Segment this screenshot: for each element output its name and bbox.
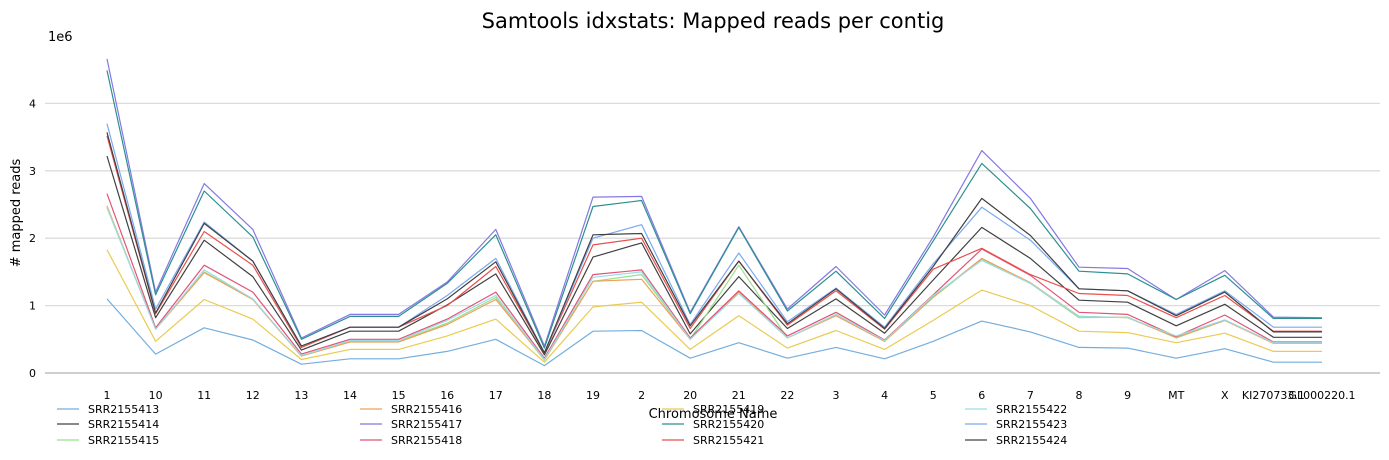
legend-label: SRR2155422 [996,403,1067,416]
legend-item-srr2155418[interactable]: SRR2155418 [360,434,462,447]
series-line-srr2155414 [106,155,1322,356]
x-tick-label: 13 [294,389,308,402]
legend-item-srr2155421[interactable]: SRR2155421 [662,434,764,447]
legend-item-srr2155414[interactable]: SRR2155414 [57,418,159,431]
legend-label: SRR2155424 [996,434,1067,447]
x-tick-label: 5 [930,389,937,402]
legend-label: SRR2155413 [88,403,159,416]
legend-item-srr2155419[interactable]: SRR2155419 [662,403,764,416]
x-axis-label: Chromosome Name [649,407,778,422]
legend-label: SRR2155423 [996,418,1067,431]
legend-label: SRR2155414 [88,418,159,431]
y-tick-label: 1 [29,300,36,313]
chart-title: Samtools idxstats: Mapped reads per cont… [482,9,945,33]
x-tick-label: 4 [881,389,888,402]
x-tick-label: 15 [392,389,406,402]
y-tick-label: 0 [29,367,36,380]
legend-label: SRR2155418 [391,434,462,447]
x-tick-label: KI270733.1 [1242,389,1305,402]
series-lines [106,58,1323,367]
legend-item-srr2155424[interactable]: SRR2155424 [965,434,1067,447]
y-axis-label: # mapped reads [9,158,24,267]
x-tick-label: 3 [833,389,840,402]
series-line-srr2155415 [106,207,1322,361]
legend-item-srr2155413[interactable]: SRR2155413 [57,403,159,416]
legend-item-srr2155420[interactable]: SRR2155420 [662,418,764,431]
y-multiplier-label: 1e6 [48,30,73,45]
x-tick-label: 17 [489,389,503,402]
x-tick-label: 22 [780,389,794,402]
x-tick-label: GL000220.1 [1288,389,1355,402]
x-tick-label: 16 [440,389,454,402]
x-tick-label: 7 [1027,389,1034,402]
series-line-srr2155418 [106,193,1322,359]
y-tick-label: 3 [29,165,36,178]
y-tick-label: 4 [29,97,36,110]
series-line-srr2155421 [106,135,1322,354]
x-tick-label: 8 [1076,389,1083,402]
x-tick-label: 19 [586,389,600,402]
x-tick-label: X [1221,389,1229,402]
series-line-srr2155416 [106,205,1322,361]
series-line-srr2155419 [106,249,1322,363]
legend-label: SRR2155419 [693,403,764,416]
x-tick-label: 21 [732,389,746,402]
series-line-srr2155422 [106,206,1322,361]
x-tick-label: 20 [683,389,697,402]
y-tick-label: 2 [29,232,36,245]
legend-label: SRR2155415 [88,434,159,447]
legend-item-srr2155415[interactable]: SRR2155415 [57,434,159,447]
y-ticks: 0 1 2 3 4 [29,97,36,380]
x-ticks: 1 10 11 12 13 14 15 16 17 18 19 2 20 21 22 3 4 5 6 7 8 9 MT X KI… [104,389,1356,402]
legend-item-srr2155422[interactable]: SRR2155422 [965,403,1067,416]
legend-label: SRR2155417 [391,418,462,431]
gridlines [45,102,1380,374]
legend-item-srr2155417[interactable]: SRR2155417 [360,418,462,431]
series-line-srr2155420 [106,70,1322,349]
x-tick-label: 9 [1124,389,1131,402]
legend-item-srr2155423[interactable]: SRR2155423 [965,418,1067,431]
series-line-srr2155413 [106,298,1322,367]
x-tick-label: 1 [104,389,111,402]
legend-label: SRR2155416 [391,403,462,416]
series-line-srr2155424 [106,132,1322,354]
legend-item-srr2155416[interactable]: SRR2155416 [360,403,462,416]
x-tick-label: MT [1168,389,1184,402]
legend-label: SRR2155420 [693,418,764,431]
x-tick-label: 14 [343,389,357,402]
x-tick-label: 10 [149,389,163,402]
x-tick-label: 12 [246,389,260,402]
legend-label: SRR2155421 [693,434,764,447]
legend: SRR2155413 SRR2155414 SRR2155415 SRR2155416… [57,403,1067,447]
x-tick-label: 2 [638,389,645,402]
x-tick-label: 6 [978,389,985,402]
x-tick-label: 18 [537,389,551,402]
x-tick-label: 11 [197,389,211,402]
